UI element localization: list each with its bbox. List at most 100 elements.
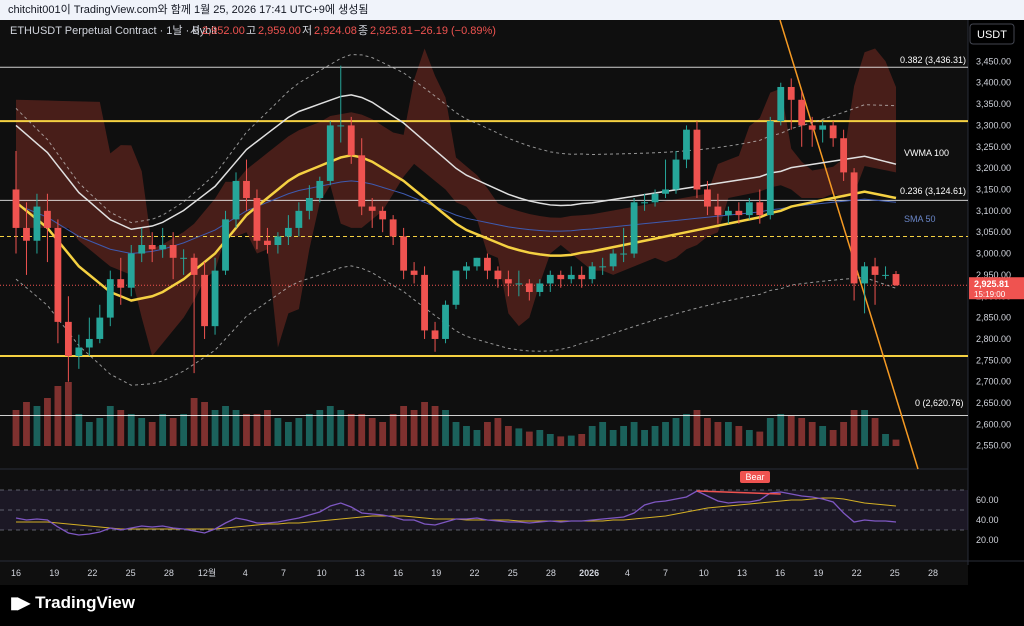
price-axis-tick: 3,150.00 <box>976 184 1011 194</box>
candle-body <box>64 321 72 357</box>
volume-bar <box>882 434 889 446</box>
candle-body <box>347 125 355 156</box>
volume-bar <box>75 414 83 446</box>
time-axis-tick: 2026 <box>579 568 599 578</box>
volume-bar <box>588 426 596 446</box>
time-axis-tick: 28 <box>164 568 174 578</box>
volume-bar <box>798 418 806 446</box>
candle-body <box>578 274 586 280</box>
currency-button-label: USDT <box>977 29 1007 41</box>
candle-body <box>588 266 596 280</box>
candle-body <box>326 125 334 181</box>
candle-body <box>693 129 701 190</box>
time-axis-tick: 12월 <box>198 567 216 578</box>
chart-canvas[interactable]: 60.00 40.00 20.00 3,450.00 3,400.00 3,350.00… <box>0 20 1024 585</box>
volume-bar <box>337 410 345 446</box>
candle-body <box>431 330 439 339</box>
candle-body <box>75 347 83 357</box>
candles <box>12 65 900 382</box>
currency-button[interactable]: USDT <box>969 23 1015 45</box>
volume-bar <box>662 422 669 446</box>
time-axis-tick: 22 <box>852 568 862 578</box>
candle-body <box>243 180 250 199</box>
volume-bar <box>232 410 240 446</box>
volume-bar <box>787 415 795 446</box>
legend-low-label: 저 <box>302 24 312 37</box>
candle-body <box>253 198 261 241</box>
cloud-area <box>16 48 896 357</box>
volume-bar <box>651 426 659 446</box>
time-axis-tick: 19 <box>431 568 441 578</box>
volume-bar <box>599 422 607 446</box>
legend-low-value: 2,924.08 <box>314 25 357 37</box>
time-axis-tick: 4 <box>625 568 630 578</box>
volume-bar <box>33 406 41 446</box>
volume-bar <box>452 422 460 446</box>
candle-body <box>180 257 188 259</box>
volume-bar <box>840 422 848 446</box>
time-axis-tick: 16 <box>393 568 403 578</box>
volume-bar <box>410 410 418 446</box>
candle-body <box>379 210 387 220</box>
candle-body <box>316 180 324 199</box>
candle-body <box>284 227 292 237</box>
time-axis-tick: 10 <box>317 568 327 578</box>
bear-divergence-label: Bear <box>740 471 770 483</box>
volume-bar <box>693 410 701 446</box>
candle-body <box>232 180 240 220</box>
volume-bar <box>494 418 502 446</box>
volume-bar <box>347 414 355 446</box>
volume-bar <box>735 426 743 446</box>
volume-bar <box>127 414 135 446</box>
volume-bar <box>211 410 219 446</box>
fib-236-label: 0.236 (3,124.61) <box>900 186 966 196</box>
candle-body <box>777 86 785 122</box>
candle-body <box>484 257 491 271</box>
time-axis-tick: 28 <box>928 568 938 578</box>
candle-body <box>504 279 512 284</box>
volume-bar <box>484 422 491 446</box>
candle-body <box>410 270 418 275</box>
time-axis-tick: 25 <box>126 568 136 578</box>
price-axis-tick: 3,300.00 <box>976 120 1011 130</box>
time-axis-tick: 28 <box>546 568 556 578</box>
candle-body <box>536 283 544 292</box>
volume-bar <box>777 414 785 446</box>
footer: ▮▶ TradingView <box>0 585 1024 626</box>
last-price-text: 2,925.81 <box>974 279 1009 289</box>
candle-body <box>567 274 575 280</box>
time-axis-tick: 16 <box>11 568 21 578</box>
candle-body <box>745 202 753 216</box>
time-axis-tick: 10 <box>699 568 709 578</box>
candle-body <box>808 125 816 130</box>
candle-body <box>222 219 229 271</box>
candle-body <box>264 240 271 245</box>
tradingview-logo[interactable]: ▮▶ TradingView <box>10 593 135 613</box>
volume-bar <box>473 430 481 446</box>
candle-body <box>148 245 156 250</box>
rsi-axis-tick: 20.00 <box>976 535 999 545</box>
volume-bar <box>756 431 764 446</box>
volume-bar <box>85 422 93 446</box>
price-axis-tick: 2,700.00 <box>976 377 1011 387</box>
rsi-axis-tick: 60.00 <box>976 495 999 505</box>
candle-body <box>714 206 722 216</box>
candle-body <box>295 210 303 228</box>
time-axis-tick: 19 <box>813 568 823 578</box>
volume-bar <box>672 418 680 446</box>
candle-body <box>452 270 460 305</box>
price-axis[interactable]: 3,450.00 3,400.00 3,350.00 3,300.00 3,250.00… <box>969 56 1024 451</box>
time-axis-tick: 16 <box>775 568 785 578</box>
trendline <box>779 20 919 470</box>
volume-bar <box>829 430 837 446</box>
price-axis-tick: 2,650.00 <box>976 398 1011 408</box>
time-axis-tick: 19 <box>49 568 59 578</box>
volume-bar <box>546 434 554 446</box>
volume-bar <box>368 418 376 446</box>
time-axis[interactable]: 16 19 22 25 28 12월 4 7 10 13 16 19 22 25 28 2026 4 7 10 13 1… <box>11 567 938 578</box>
volume-bar <box>379 422 387 446</box>
legend-open-label: 시 <box>190 25 200 37</box>
volume-bar <box>724 422 732 446</box>
candle-body <box>609 253 617 267</box>
screenshot-caption: chitchit001이 TradingView.com와 함께 1월 25, … <box>0 0 1024 20</box>
